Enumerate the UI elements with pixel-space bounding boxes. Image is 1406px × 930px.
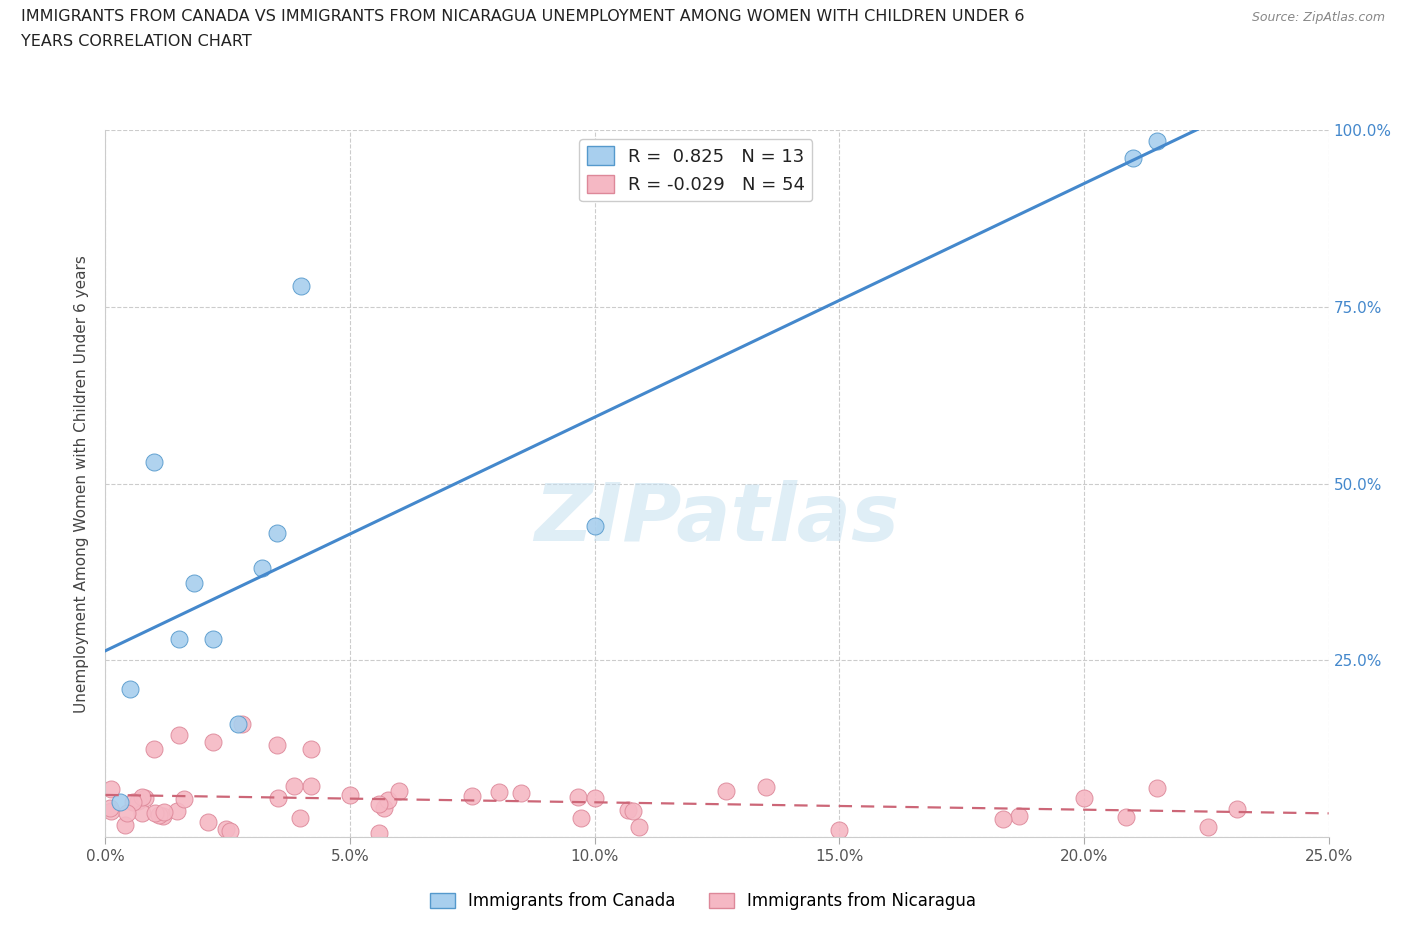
Point — [1197, 819, 1219, 834]
Point — [100, 781, 122, 796]
Point — [755, 779, 778, 794]
Point — [1115, 810, 1137, 825]
Point — [1073, 790, 1095, 805]
Point — [567, 790, 589, 804]
Point — [202, 734, 225, 749]
Point — [173, 791, 195, 806]
Point — [299, 741, 322, 756]
Point — [167, 727, 190, 742]
Point — [368, 826, 391, 841]
Point — [114, 817, 136, 832]
Point — [152, 808, 174, 823]
Point — [143, 805, 166, 820]
Text: Source: ZipAtlas.com: Source: ZipAtlas.com — [1251, 11, 1385, 24]
Point — [202, 631, 225, 646]
Point — [461, 789, 484, 804]
Point — [716, 784, 738, 799]
Point — [115, 805, 138, 820]
Point — [510, 786, 533, 801]
Point — [231, 716, 253, 731]
Point — [143, 741, 166, 756]
Point — [250, 561, 273, 576]
Text: IMMIGRANTS FROM CANADA VS IMMIGRANTS FROM NICARAGUA UNEMPLOYMENT AMONG WOMEN WIT: IMMIGRANTS FROM CANADA VS IMMIGRANTS FRO… — [21, 9, 1025, 24]
Point — [339, 787, 361, 802]
Point — [143, 455, 166, 470]
Point — [1146, 780, 1168, 795]
Point — [148, 807, 170, 822]
Point — [377, 792, 399, 807]
Point — [100, 804, 122, 818]
Point — [1122, 151, 1144, 166]
Point — [215, 821, 238, 836]
Point — [98, 800, 121, 815]
Point — [122, 794, 145, 809]
Point — [118, 681, 141, 696]
Legend: Immigrants from Canada, Immigrants from Nicaragua: Immigrants from Canada, Immigrants from … — [423, 885, 983, 917]
Point — [828, 822, 851, 837]
Point — [266, 737, 288, 752]
Point — [288, 811, 311, 826]
Point — [583, 519, 606, 534]
Point — [299, 778, 322, 793]
Point — [373, 800, 395, 815]
Point — [617, 803, 640, 817]
Text: ZIPatlas: ZIPatlas — [534, 480, 900, 558]
Point — [167, 631, 190, 646]
Point — [368, 797, 391, 812]
Point — [131, 805, 153, 820]
Point — [991, 811, 1014, 826]
Point — [621, 804, 644, 818]
Point — [153, 805, 176, 820]
Point — [108, 794, 131, 809]
Point — [266, 525, 288, 540]
Point — [583, 790, 606, 805]
Legend: R =  0.825   N = 13, R = -0.029   N = 54: R = 0.825 N = 13, R = -0.029 N = 54 — [579, 140, 813, 202]
Text: YEARS CORRELATION CHART: YEARS CORRELATION CHART — [21, 34, 252, 49]
Point — [628, 819, 651, 834]
Point — [226, 716, 249, 731]
Point — [1146, 133, 1168, 148]
Point — [183, 575, 205, 590]
Point — [131, 790, 153, 804]
Point — [290, 278, 312, 293]
Point — [283, 778, 305, 793]
Point — [134, 790, 156, 805]
Point — [218, 823, 240, 838]
Point — [488, 784, 510, 799]
Point — [267, 790, 290, 805]
Point — [197, 815, 219, 830]
Point — [127, 793, 149, 808]
Point — [388, 784, 411, 799]
Point — [166, 804, 188, 818]
Y-axis label: Unemployment Among Women with Children Under 6 years: Unemployment Among Women with Children U… — [75, 255, 90, 712]
Point — [569, 811, 592, 826]
Point — [1226, 802, 1249, 817]
Point — [1008, 809, 1031, 824]
